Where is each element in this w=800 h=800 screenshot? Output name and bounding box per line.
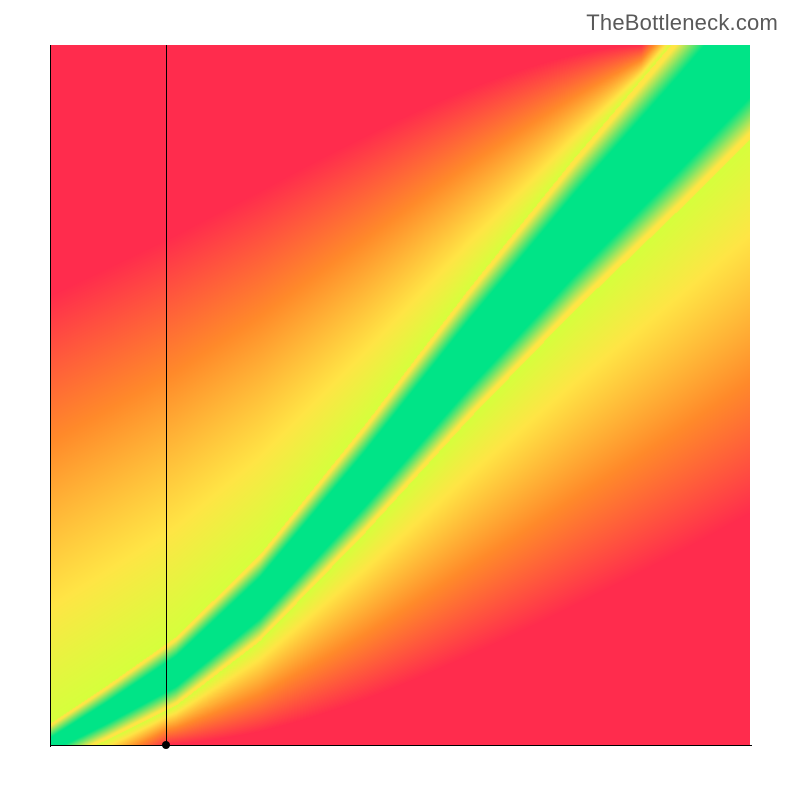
- watermark-text: TheBottleneck.com: [586, 10, 778, 36]
- x-axis-line: [50, 745, 752, 746]
- heatmap-canvas: [50, 45, 750, 745]
- y-axis-line: [50, 45, 51, 747]
- heatmap-plot: [50, 45, 750, 745]
- marker-point: [162, 741, 170, 749]
- marker-vertical-line: [166, 45, 167, 745]
